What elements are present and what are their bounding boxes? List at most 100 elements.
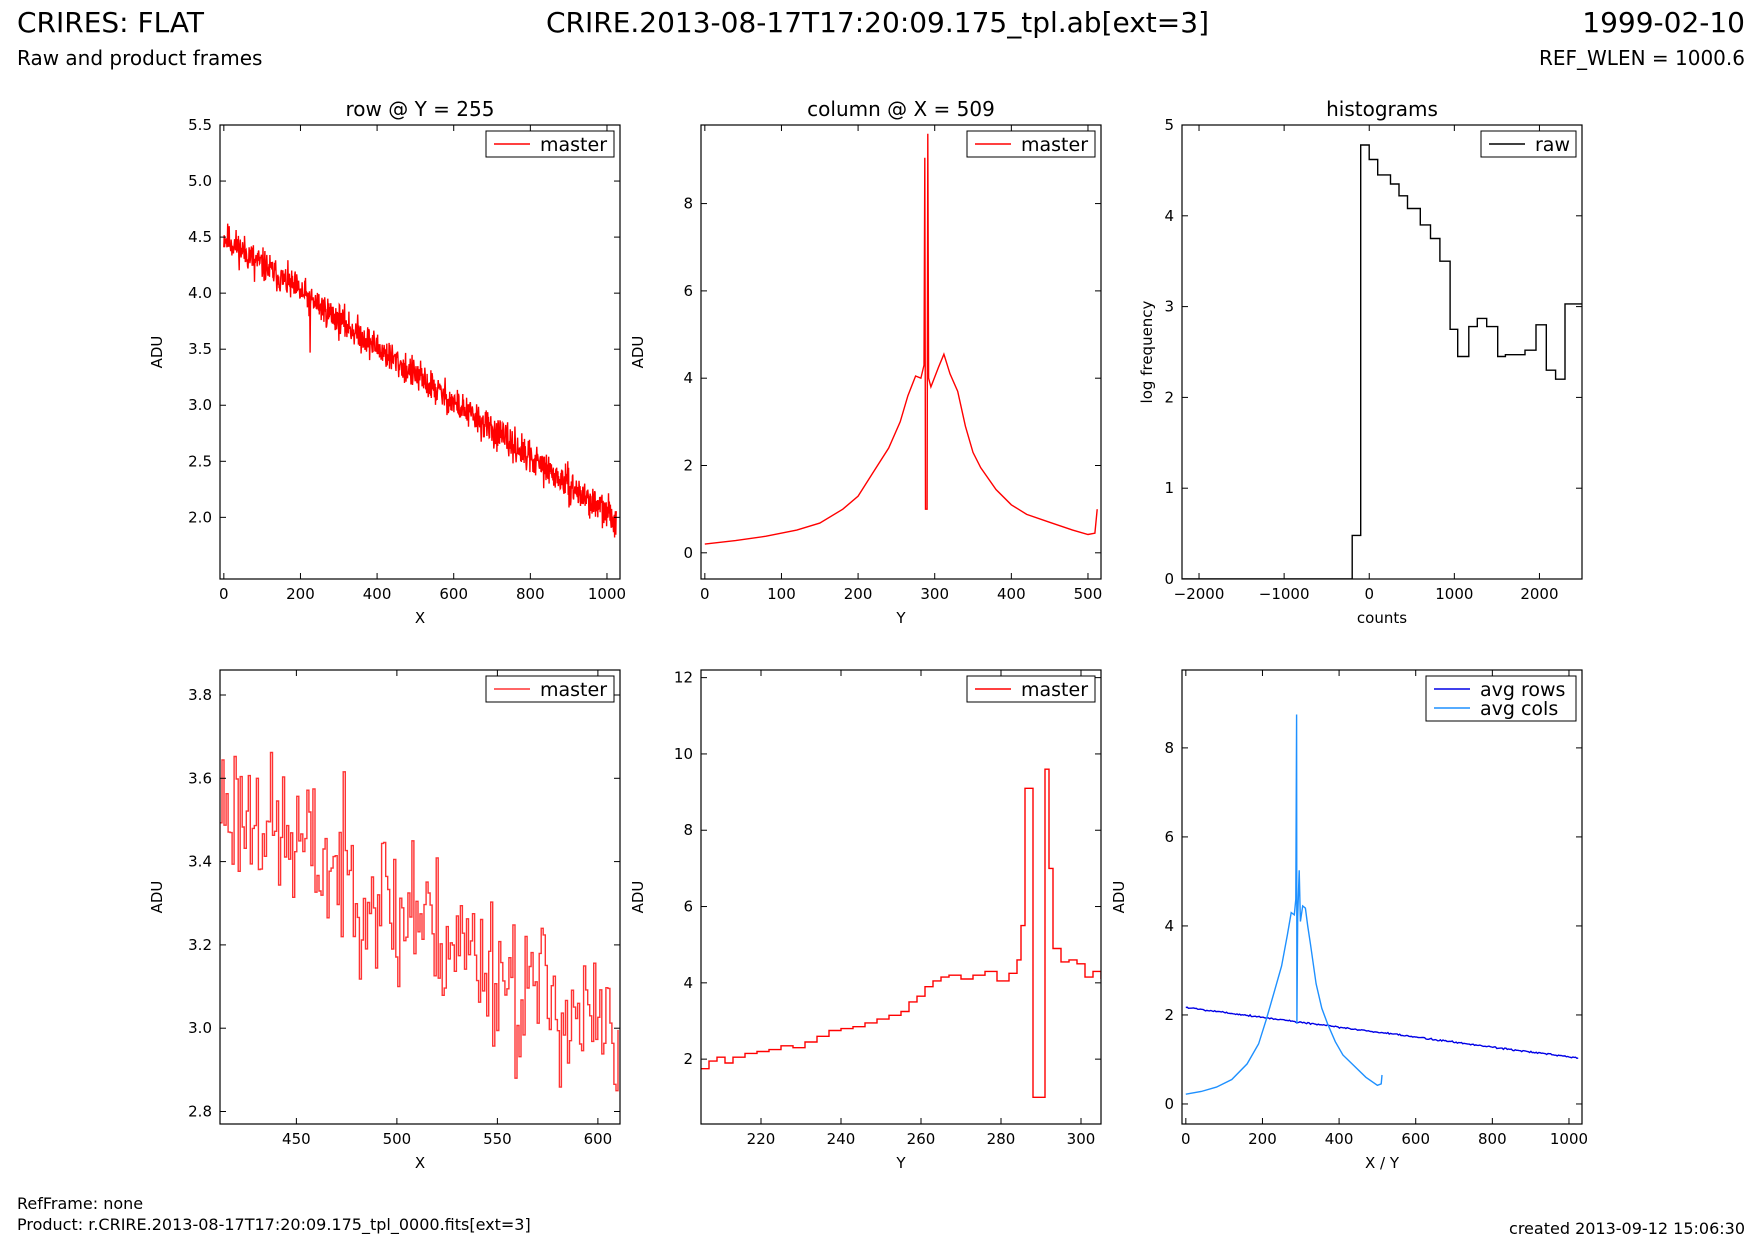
x-tick-label: 280 bbox=[987, 1130, 1016, 1148]
legend-label: avg rows bbox=[1480, 679, 1565, 701]
x-axis-label: Y bbox=[895, 609, 906, 627]
y-tick-label: 5.0 bbox=[188, 172, 212, 190]
y-tick-label: 8 bbox=[683, 195, 693, 213]
x-tick-label: 1000 bbox=[1435, 585, 1473, 603]
x-tick-label: 0 bbox=[219, 585, 229, 603]
chart-title: row @ Y = 255 bbox=[346, 97, 495, 121]
chart-row-zoom: 450 500 550 600 2.8 3.0 3.2 3.4 3.6 3.8 X ADU master bbox=[148, 669, 621, 1172]
x-tick-label: 260 bbox=[907, 1130, 936, 1148]
y-axis-label: log frequency bbox=[1138, 300, 1156, 403]
y-tick-label: 3.4 bbox=[188, 853, 212, 871]
y-tick-label: 2 bbox=[683, 1050, 693, 1068]
y-tick-label: 8 bbox=[683, 821, 693, 839]
x-tick-label: 200 bbox=[286, 585, 315, 603]
y-tick-label: 4 bbox=[1164, 917, 1174, 935]
legend-label: master bbox=[1021, 679, 1088, 701]
y-axis-label: ADU bbox=[148, 881, 166, 914]
x-axis-label: Y bbox=[895, 1154, 906, 1172]
y-tick-label: 1 bbox=[1164, 479, 1174, 497]
y-tick-label: 3.6 bbox=[188, 769, 212, 787]
x-tick-label: −2000 bbox=[1174, 585, 1225, 603]
y-tick-label: 6 bbox=[683, 898, 693, 916]
product-label: Product: r.CRIRE.2013-08-17T17:20:09.175… bbox=[17, 1215, 531, 1234]
y-tick-label: 3 bbox=[1164, 298, 1174, 316]
reference-wavelength: REF_WLEN = 1000.6 bbox=[1538, 46, 1745, 70]
x-tick-label: 400 bbox=[363, 585, 392, 603]
x-tick-label: 2000 bbox=[1520, 585, 1558, 603]
x-tick-label: 200 bbox=[844, 585, 873, 603]
x-tick-label: 240 bbox=[827, 1130, 856, 1148]
x-tick-label: 0 bbox=[1181, 1130, 1191, 1148]
y-tick-label: 8 bbox=[1164, 739, 1174, 757]
legend-label: master bbox=[540, 134, 607, 156]
series-line-master bbox=[701, 768, 1101, 1098]
x-tick-label: 300 bbox=[920, 585, 949, 603]
y-tick-label: 2.5 bbox=[188, 452, 212, 470]
plot-frame bbox=[219, 669, 621, 1125]
y-tick-label: 4 bbox=[683, 369, 693, 387]
chart-title: column @ X = 509 bbox=[807, 97, 995, 121]
y-tick-label: 5.5 bbox=[188, 116, 212, 134]
y-tick-label: 0 bbox=[1164, 570, 1174, 588]
y-tick-label: 3.8 bbox=[188, 686, 212, 704]
plot-frame bbox=[700, 669, 1102, 1125]
series-line-master bbox=[704, 133, 1098, 545]
x-tick-label: 800 bbox=[1478, 1130, 1507, 1148]
y-axis-label: ADU bbox=[1110, 881, 1128, 914]
chart-avg: 0 200 400 600 800 1000 0 2 4 6 8 X / Y ADU avg rowsav… bbox=[1110, 669, 1588, 1172]
y-axis-label: ADU bbox=[629, 336, 647, 369]
series-line-master bbox=[223, 223, 617, 538]
y-tick-label: 2 bbox=[683, 457, 693, 475]
series-line-raw bbox=[1182, 144, 1582, 579]
y-tick-label: 10 bbox=[674, 745, 693, 763]
y-tick-label: 3.0 bbox=[188, 396, 212, 414]
x-tick-label: 300 bbox=[1067, 1130, 1096, 1148]
x-tick-label: 220 bbox=[747, 1130, 776, 1148]
legend-label: master bbox=[1021, 134, 1088, 156]
y-tick-label: 6 bbox=[1164, 828, 1174, 846]
x-tick-label: 1000 bbox=[588, 585, 626, 603]
x-tick-label: 800 bbox=[516, 585, 545, 603]
x-tick-label: 500 bbox=[383, 1130, 412, 1148]
y-tick-label: 12 bbox=[674, 669, 693, 687]
file-name: CRIRE.2013-08-17T17:20:09.175_tpl.ab[ext… bbox=[545, 6, 1209, 39]
y-tick-label: 2.0 bbox=[188, 508, 212, 526]
y-axis-label: ADU bbox=[629, 881, 647, 914]
created-timestamp: created 2013-09-12 15:06:30 bbox=[1509, 1219, 1745, 1238]
x-tick-label: 100 bbox=[767, 585, 796, 603]
y-tick-label: 4.0 bbox=[188, 284, 212, 302]
x-axis-label: counts bbox=[1357, 609, 1407, 627]
x-axis-label: X / Y bbox=[1365, 1154, 1400, 1172]
y-tick-label: 2 bbox=[1164, 1006, 1174, 1024]
x-tick-label: 600 bbox=[1401, 1130, 1430, 1148]
x-tick-label: 0 bbox=[1364, 585, 1374, 603]
legend-label: master bbox=[540, 679, 607, 701]
chart-title: histograms bbox=[1326, 97, 1438, 121]
x-axis-label: X bbox=[415, 1154, 425, 1172]
legend-box bbox=[1425, 675, 1577, 722]
legend-label: avg cols bbox=[1480, 698, 1558, 720]
page-title: CRIRES: FLAT bbox=[17, 6, 204, 39]
y-tick-label: 4.5 bbox=[188, 228, 212, 246]
x-tick-label: 600 bbox=[439, 585, 468, 603]
chart-hist: −2000 −1000 0 1000 2000 0 1 2 3 4 5 histograms count… bbox=[1138, 97, 1583, 627]
y-tick-label: 4 bbox=[1164, 207, 1174, 225]
x-tick-label: 450 bbox=[282, 1130, 311, 1148]
y-tick-label: 6 bbox=[683, 282, 693, 300]
observation-date: 1999-02-10 bbox=[1582, 6, 1745, 39]
plot-frame bbox=[1181, 124, 1583, 580]
y-tick-label: 2.8 bbox=[188, 1103, 212, 1121]
x-tick-label: 500 bbox=[1074, 585, 1103, 603]
x-tick-label: 400 bbox=[1325, 1130, 1354, 1148]
x-tick-label: 400 bbox=[997, 585, 1026, 603]
y-tick-label: 5 bbox=[1164, 116, 1174, 134]
plot-frame bbox=[1181, 669, 1583, 1125]
series-line-avg-rows bbox=[1185, 1006, 1579, 1060]
legend-label: raw bbox=[1535, 134, 1570, 156]
series-line-master bbox=[220, 751, 619, 1092]
x-tick-label: −1000 bbox=[1259, 585, 1310, 603]
ref-frame-label: RefFrame: none bbox=[17, 1194, 144, 1213]
y-tick-label: 3.5 bbox=[188, 340, 212, 358]
chart-col-full: 0 100 200 300 400 500 0 2 4 6 8 column @ X = 509 Y AD… bbox=[629, 97, 1102, 627]
x-axis-label: X bbox=[415, 609, 425, 627]
